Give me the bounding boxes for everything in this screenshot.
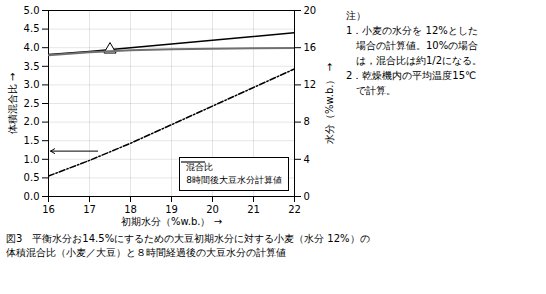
html-text:8時間後大豆水分計算値: 8時間後大豆水分計算値 bbox=[186, 175, 282, 185]
svg-text:4.5: 4.5 bbox=[24, 23, 40, 34]
svg-text:0: 0 bbox=[304, 191, 310, 202]
svg-text:17: 17 bbox=[83, 204, 96, 215]
html-text:混合比: 混合比 bbox=[186, 162, 214, 172]
html-text:注） 1．小麦の水分を 12%とした 場合の計算値。10%の: 注） 1．小麦の水分を 12%とした 場合の計算値。10%の場合 は，混合比は約… bbox=[346, 10, 483, 96]
svg-text:8: 8 bbox=[304, 116, 310, 127]
svg-text:3.0: 3.0 bbox=[24, 79, 40, 90]
svg-text:1.0: 1.0 bbox=[24, 154, 40, 165]
svg-text:2.5: 2.5 bbox=[24, 98, 40, 109]
svg-text:初期水分（%w.b.） →: 初期水分（%w.b.） → bbox=[121, 216, 222, 227]
svg-text:20: 20 bbox=[304, 5, 317, 16]
svg-text:3.5: 3.5 bbox=[24, 61, 40, 72]
svg-text:19: 19 bbox=[165, 204, 178, 215]
svg-text:16: 16 bbox=[42, 204, 55, 215]
svg-text:5.0: 5.0 bbox=[24, 5, 40, 16]
svg-text:1.5: 1.5 bbox=[24, 135, 40, 146]
svg-text:21: 21 bbox=[247, 204, 260, 215]
svg-text:2.0: 2.0 bbox=[24, 116, 40, 127]
svg-text:12: 12 bbox=[304, 79, 317, 90]
svg-text:16: 16 bbox=[304, 42, 317, 53]
svg-text:4: 4 bbox=[304, 154, 310, 165]
svg-text:20: 20 bbox=[206, 204, 219, 215]
html-text:図3 平衡水分お14.5%にするための大豆初期水分に対する小: 図3 平衡水分お14.5%にするための大豆初期水分に対する小麦（水分 12%）の… bbox=[6, 233, 370, 258]
svg-text:体積混合比 →: 体積混合比 → bbox=[7, 73, 18, 135]
svg-text:4.0: 4.0 bbox=[24, 42, 40, 53]
svg-text:18: 18 bbox=[124, 204, 137, 215]
svg-text:0.0: 0.0 bbox=[24, 191, 40, 202]
svg-text:22: 22 bbox=[288, 204, 301, 215]
svg-text:水分（%w.b.） →: 水分（%w.b.） → bbox=[324, 63, 335, 144]
svg-text:0.5: 0.5 bbox=[24, 172, 40, 183]
